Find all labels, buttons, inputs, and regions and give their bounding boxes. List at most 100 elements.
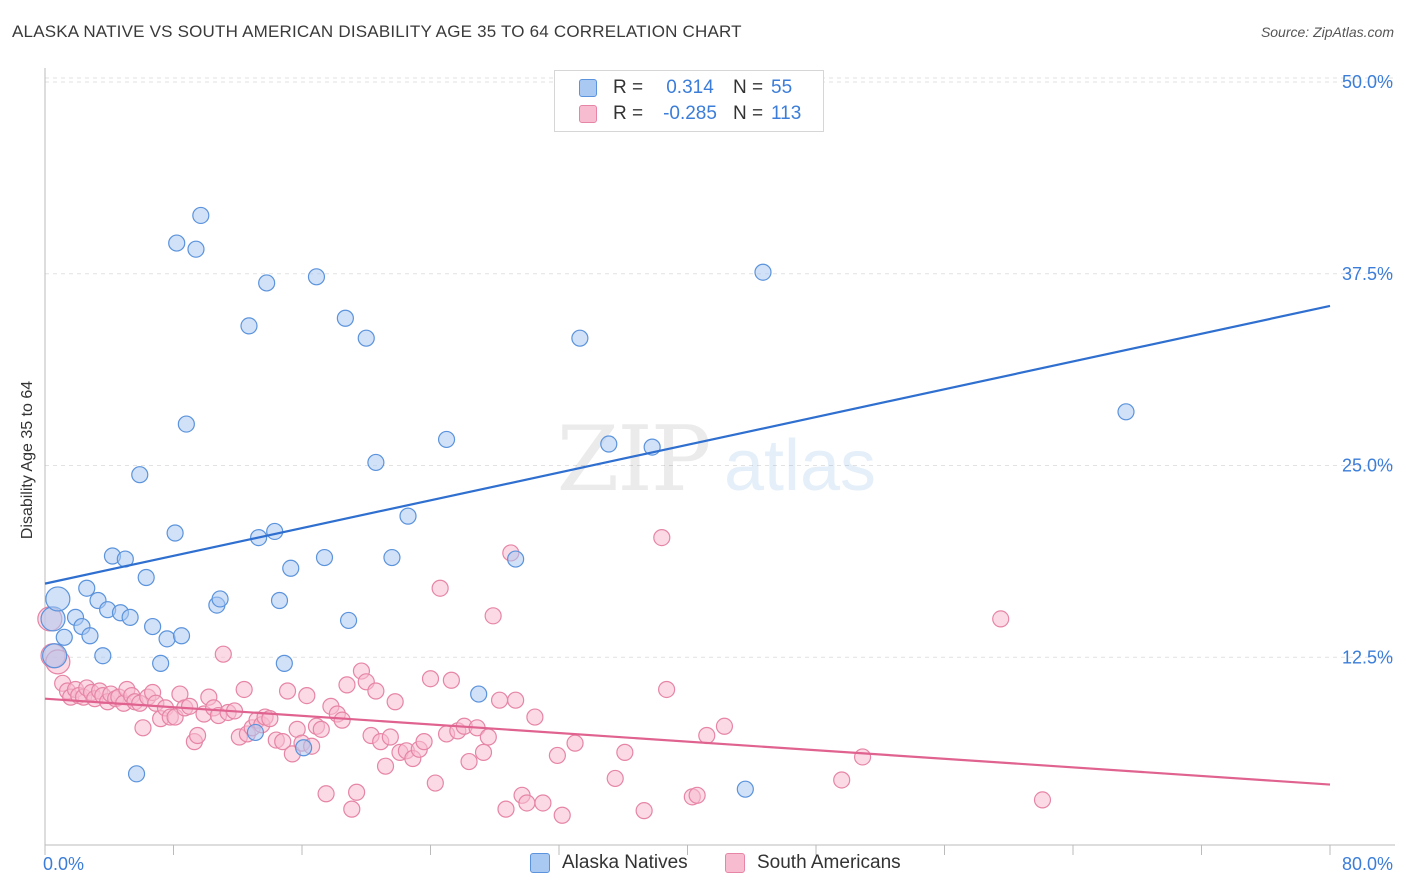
south-americans-point bbox=[526, 708, 544, 726]
south-americans-point bbox=[698, 726, 716, 745]
south-americans-point bbox=[312, 720, 330, 738]
alaska-natives-point bbox=[246, 723, 265, 742]
south-americans-point bbox=[386, 693, 404, 711]
legend-r-value: 0.314 bbox=[666, 77, 714, 98]
south-americans-point bbox=[992, 610, 1010, 628]
south-americans-point bbox=[415, 733, 433, 751]
alaska-natives-point bbox=[275, 654, 293, 672]
south-americans-point bbox=[180, 697, 199, 715]
south-americans-point bbox=[653, 528, 671, 547]
south-americans-point bbox=[376, 757, 395, 775]
south-americans-point bbox=[134, 719, 152, 737]
alaska-natives-point bbox=[1117, 403, 1135, 421]
alaska-natives-point bbox=[282, 559, 300, 577]
south-americans-point bbox=[553, 806, 571, 824]
alaska-natives-point bbox=[55, 628, 73, 646]
alaska-natives-point bbox=[336, 309, 354, 327]
alaska-natives-point bbox=[470, 685, 488, 703]
south-americans-point bbox=[497, 800, 515, 818]
y-tick-label: 50.0% bbox=[1342, 72, 1393, 92]
south-americans-point bbox=[616, 743, 634, 761]
x-tick-label: 80.0% bbox=[1342, 854, 1393, 874]
alaska-natives-point bbox=[144, 617, 162, 636]
legend-row-south: R = -0.285 N = 113 bbox=[579, 102, 801, 126]
alaska-natives-point bbox=[42, 643, 68, 669]
south-americans-point bbox=[274, 733, 292, 751]
alaska-natives-point bbox=[172, 627, 191, 645]
south-americans-points bbox=[37, 528, 1052, 824]
legend-swatch-alaska bbox=[579, 79, 597, 97]
south-americans-point bbox=[479, 728, 497, 746]
alaska-natives-point bbox=[81, 627, 99, 645]
south-americans-point bbox=[343, 800, 361, 818]
alaska-natives-point bbox=[295, 739, 313, 757]
south-americans-point bbox=[460, 752, 478, 771]
alaska-natives-point bbox=[211, 590, 229, 608]
south-americans-point bbox=[484, 607, 502, 625]
alaska-natives-point bbox=[383, 548, 401, 567]
south-americans-point bbox=[518, 794, 536, 812]
legend-swatch-alaska bbox=[530, 853, 550, 873]
south-americans-point bbox=[442, 671, 460, 689]
legend-item-south[interactable]: South Americans bbox=[725, 852, 901, 874]
watermark: ZIP atlas bbox=[557, 407, 876, 512]
watermark-zip: ZIP bbox=[557, 407, 710, 512]
y-tick-labels: 12.5% 25.0% 37.5% 50.0% bbox=[1342, 72, 1393, 667]
alaska-natives-point bbox=[94, 647, 112, 665]
south-americans-point bbox=[833, 771, 851, 789]
alaska-natives-point bbox=[754, 263, 772, 281]
alaska-natives-points bbox=[40, 206, 1135, 798]
south-americans-point bbox=[566, 734, 584, 752]
chart-title: ALASKA NATIVE VS SOUTH AMERICAN DISABILI… bbox=[12, 22, 742, 41]
alaska-natives-point bbox=[45, 586, 71, 612]
alaska-natives-point bbox=[127, 765, 146, 783]
alaska-natives-point bbox=[187, 240, 205, 258]
south-americans-point bbox=[688, 786, 706, 804]
legend-r-label: R = bbox=[613, 77, 644, 98]
axes bbox=[44, 68, 1395, 855]
south-americans-point bbox=[507, 691, 525, 709]
south-americans-point bbox=[606, 769, 624, 788]
alaska-natives-point bbox=[507, 550, 525, 568]
alaska-natives-point bbox=[571, 329, 589, 347]
south-americans-point bbox=[298, 686, 316, 705]
alaska-natives-point bbox=[736, 780, 754, 798]
south-americans-point bbox=[381, 728, 399, 746]
legend-n-label: N = bbox=[733, 77, 764, 98]
alaska-natives-point bbox=[240, 317, 258, 335]
alaska-natives-point bbox=[367, 453, 385, 472]
south-americans-point bbox=[1033, 791, 1052, 809]
alaska-natives-point bbox=[166, 524, 184, 542]
legend-n-label: N = bbox=[733, 103, 764, 124]
alaska-natives-point bbox=[315, 548, 334, 567]
alaska-natives-point bbox=[131, 466, 149, 484]
alaska-natives-point bbox=[168, 234, 186, 252]
south-americans-point bbox=[658, 680, 676, 699]
south-americans-point bbox=[333, 711, 351, 729]
y-tick-label: 12.5% bbox=[1342, 647, 1393, 667]
alaska-natives-point bbox=[266, 522, 284, 541]
legend-label-alaska: Alaska Natives bbox=[562, 852, 688, 873]
legend-r-value: -0.285 bbox=[663, 103, 717, 124]
south-americans-point bbox=[715, 717, 734, 735]
legend-n-value: 113 bbox=[771, 103, 802, 124]
south-americans-point bbox=[548, 746, 566, 765]
grid-lines bbox=[45, 77, 1395, 658]
alaska-natives-point bbox=[137, 568, 155, 587]
alaska-natives-point bbox=[270, 591, 289, 610]
y-axis-label: Disability Age 35 to 64 bbox=[19, 380, 36, 540]
legend-swatch-south bbox=[579, 105, 597, 123]
south-americans-point bbox=[367, 682, 385, 700]
south-americans-point bbox=[188, 726, 207, 745]
alaska-natives-point bbox=[339, 611, 358, 630]
watermark-atlas: atlas bbox=[724, 426, 876, 506]
alaska-natives-trend-line bbox=[44, 304, 1331, 585]
alaska-natives-point bbox=[158, 630, 176, 648]
alaska-natives-point bbox=[121, 608, 139, 626]
south-americans-point bbox=[278, 682, 297, 700]
south-americans-point bbox=[431, 579, 449, 597]
legend-item-alaska[interactable]: Alaska Natives bbox=[530, 852, 688, 874]
south-americans-point bbox=[421, 670, 440, 688]
south-americans-point bbox=[635, 802, 653, 820]
